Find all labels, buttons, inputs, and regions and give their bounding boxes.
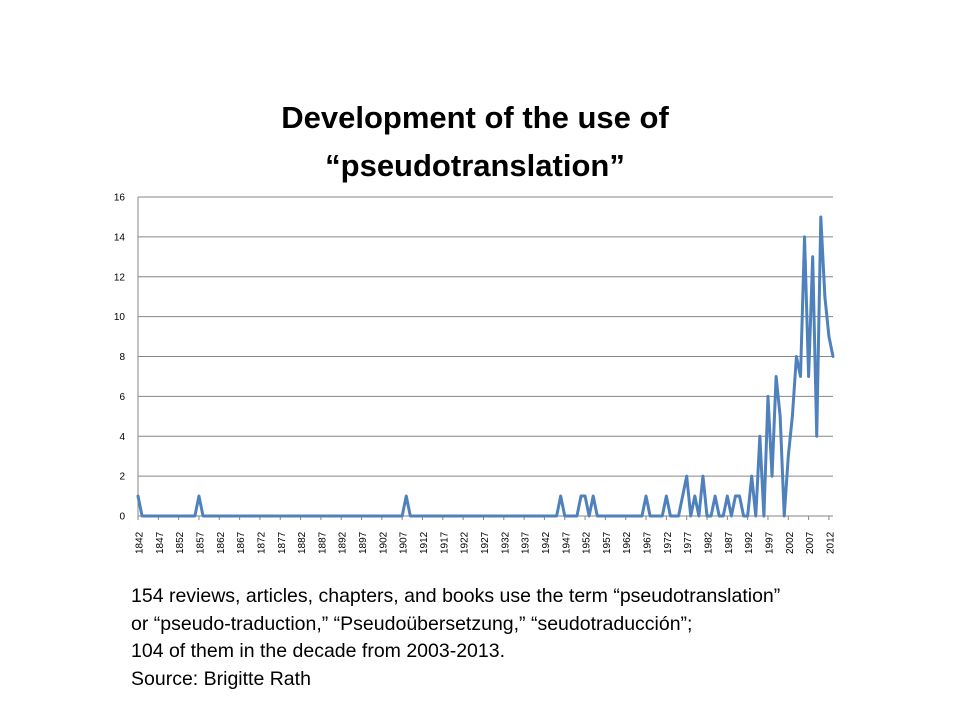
chart-title-line-2: “pseudotranslation” [325,148,625,183]
x-tick-label: 1877 [277,531,288,554]
x-tick-label: 1867 [236,531,247,554]
y-tick-label: 12 [114,272,126,283]
x-tick-label: 1932 [500,531,511,554]
x-tick-label: 1942 [541,531,552,554]
x-tick-label: 1977 [683,531,694,554]
x-tick-label: 1992 [744,531,755,554]
x-tick-label: 1847 [155,531,166,554]
x-tick-label: 1907 [399,531,410,554]
x-tick-label: 1862 [216,531,227,554]
x-tick-label: 1947 [561,531,572,554]
y-tick-label: 10 [114,312,126,323]
y-tick-label: 4 [119,432,125,443]
chart-title: Development of the use of “pseudotransla… [180,94,770,190]
x-tick-label: 1997 [764,531,775,554]
x-tick-label: 1922 [460,531,471,554]
x-tick-label: 1872 [256,531,267,554]
y-tick-label: 6 [119,392,125,403]
y-tick-label: 8 [119,352,125,363]
x-tick-label: 2007 [805,531,816,554]
x-tick-label: 1852 [175,531,186,554]
x-tick-label: 1897 [358,531,369,554]
x-tick-label: 1962 [622,531,633,554]
x-tick-label: 1972 [663,531,674,554]
series-line [136,215,835,518]
x-tick-label: 1967 [643,531,654,554]
x-tick-label: 1927 [480,531,491,554]
caption-line-3: 104 of them in the decade from 2003-2013… [131,640,506,662]
x-tick-label: 1982 [704,531,715,554]
x-tick-label: 1952 [582,531,593,554]
x-tick-label: 2012 [825,531,836,554]
chart-title-line-1: Development of the use of [281,100,669,135]
y-tick-label: 0 [119,512,125,523]
y-tick-label: 2 [119,472,125,483]
x-tick-label: 1882 [297,531,308,554]
x-tick-label: 1917 [439,531,450,554]
x-tick-label: 1842 [135,531,146,554]
x-tick-label: 1937 [521,531,532,554]
y-tick-label: 14 [114,232,126,243]
caption-line-4: Source: Brigitte Rath [131,667,311,690]
x-tick-label: 1887 [317,531,328,554]
x-tick-label: 1857 [195,531,206,554]
caption-line-2: or “pseudo-traduction,” “Pseudoübersetzu… [131,612,693,635]
caption-line-1: 154 reviews, articles, chapters, and boo… [131,585,781,607]
x-tick-label: 2002 [785,531,796,554]
x-tick-label: 1912 [419,531,430,554]
x-tick-label: 1892 [338,531,349,554]
x-tick-label: 1902 [378,531,389,554]
x-tick-label: 1957 [602,531,613,554]
y-tick-label: 16 [114,193,126,204]
x-tick-label: 1987 [724,531,735,554]
caption: 154 reviews, articles, chapters, and boo… [131,583,911,693]
